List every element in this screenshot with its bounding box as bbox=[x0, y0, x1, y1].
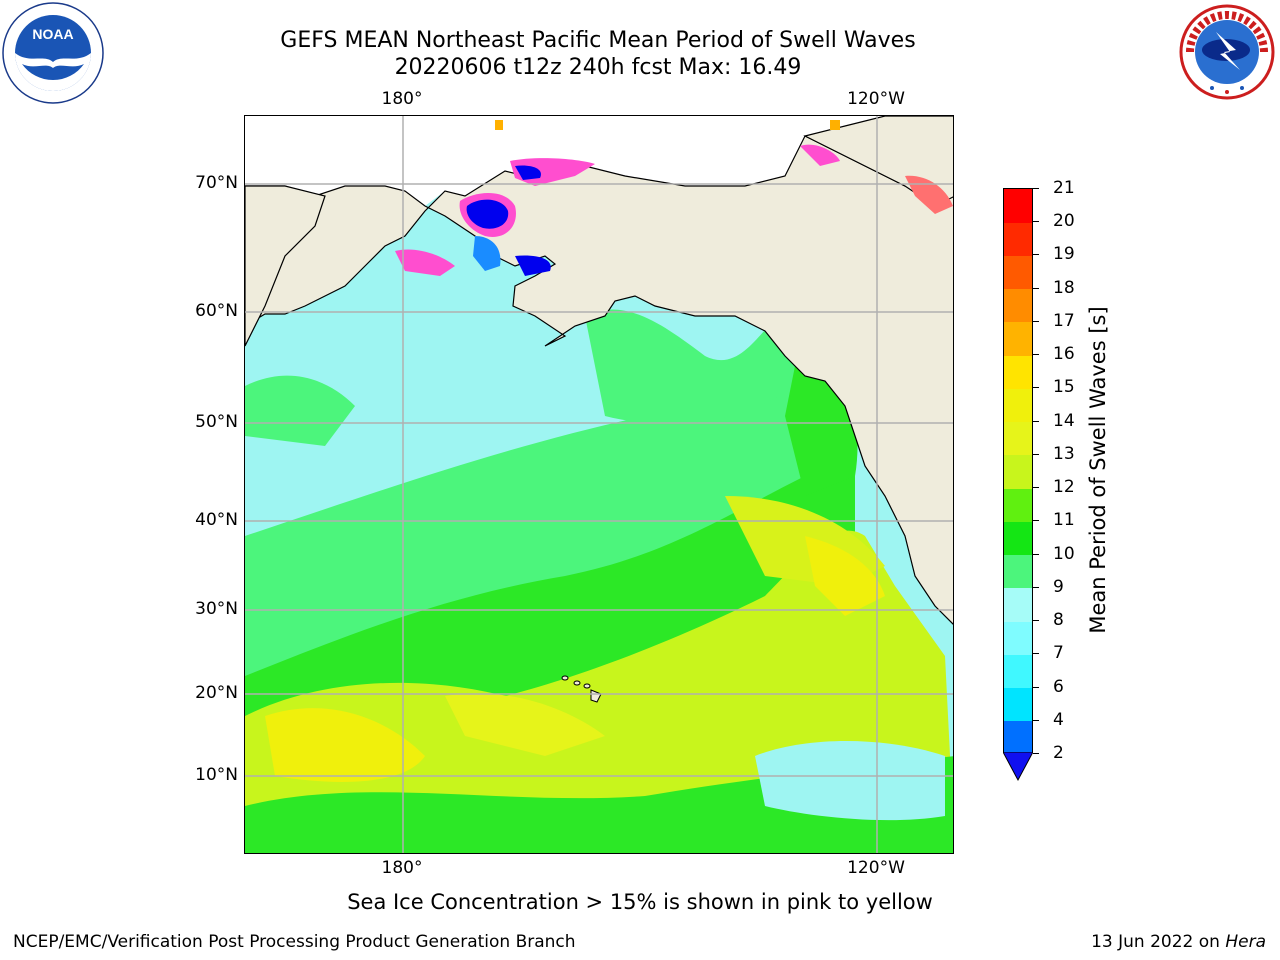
colorbar-block bbox=[1004, 687, 1032, 722]
hawaii-islands bbox=[561, 675, 602, 703]
ocean-field-light-green-north bbox=[585, 309, 805, 424]
colorbar-tick-label: 12 bbox=[1053, 477, 1075, 498]
colorbar-block bbox=[1004, 654, 1032, 689]
shallow-period-bristol bbox=[515, 255, 551, 276]
ocean-field-yellow-california bbox=[805, 536, 885, 616]
shallow-period-bering bbox=[466, 199, 509, 229]
colorbar-block bbox=[1004, 388, 1032, 423]
shallow-period-chukchi bbox=[515, 165, 541, 180]
lon-label-top-180: 180° bbox=[381, 89, 423, 109]
lat-label-50n: 50°N bbox=[195, 412, 238, 432]
lat-label-20n: 20°N bbox=[195, 683, 238, 703]
colorbar-block bbox=[1004, 587, 1032, 622]
colorbar-block bbox=[1004, 554, 1032, 589]
colorbar-tick-label: 20 bbox=[1053, 211, 1075, 232]
land-siberia bbox=[245, 185, 326, 347]
colorbar-block bbox=[1004, 621, 1032, 655]
lon-label-bottom-120w: 120°W bbox=[847, 858, 905, 878]
colorbar-block bbox=[1004, 355, 1032, 389]
colorbar-tick bbox=[1033, 487, 1039, 489]
colorbar-tick bbox=[1033, 586, 1039, 588]
colorbar-tick-label: 17 bbox=[1053, 310, 1075, 331]
credit-line: NCEP/EMC/Verification Post Processing Pr… bbox=[13, 932, 576, 952]
sea-ice-chukchi bbox=[510, 158, 595, 186]
colorbar-block bbox=[1004, 288, 1032, 323]
colorbar-tick bbox=[1033, 188, 1039, 189]
shallow-period-norton bbox=[473, 236, 501, 271]
colorbar-tick-label: 9 bbox=[1053, 576, 1064, 597]
noaa-text: NOAA bbox=[32, 26, 73, 42]
colorbar bbox=[1003, 188, 1033, 755]
chart-title: GEFS MEAN Northeast Pacific Mean Period … bbox=[280, 28, 916, 53]
ocean-field-yellow-central bbox=[445, 693, 605, 756]
colorbar-block bbox=[1004, 321, 1032, 356]
ocean-field-light-green-west bbox=[245, 375, 355, 446]
colorbar-block bbox=[1004, 454, 1032, 489]
colorbar-tick bbox=[1033, 620, 1039, 622]
sea-ice-footnote: Sea Ice Concentration > 15% is shown in … bbox=[347, 890, 933, 914]
sea-ice-speck bbox=[495, 120, 503, 130]
colorbar-tick-label: 6 bbox=[1053, 676, 1064, 697]
sea-ice-arctic-east bbox=[905, 175, 953, 214]
colorbar-tick-label: 18 bbox=[1053, 277, 1075, 298]
chart-subtitle: 20220606 t12z 240h fcst Max: 16.49 bbox=[394, 55, 802, 80]
colorbar-tick bbox=[1033, 387, 1039, 389]
colorbar-tick bbox=[1033, 653, 1039, 655]
host-name: Hera bbox=[1225, 932, 1266, 952]
colorbar-tick-label: 16 bbox=[1053, 344, 1075, 365]
colorbar-block bbox=[1004, 488, 1032, 522]
colorbar-tick bbox=[1033, 719, 1039, 721]
lon-label-top-120w: 120°W bbox=[847, 89, 905, 109]
colorbar-tick bbox=[1033, 254, 1039, 256]
colorbar-block bbox=[1004, 421, 1032, 456]
date-line: 13 Jun 2022 on Hera bbox=[1091, 932, 1266, 952]
colorbar-tick-label: 4 bbox=[1053, 709, 1064, 730]
colorbar-tick-label: 14 bbox=[1053, 410, 1075, 431]
sea-ice-beaufort bbox=[800, 144, 840, 166]
colorbar-tick-label: 7 bbox=[1053, 643, 1064, 664]
lat-label-10n: 10°N bbox=[195, 765, 238, 785]
lat-label-30n: 30°N bbox=[195, 599, 238, 619]
swell-period-map bbox=[245, 116, 953, 853]
colorbar-tick-label: 11 bbox=[1053, 510, 1075, 531]
colorbar-block bbox=[1004, 189, 1032, 223]
colorbar-tick bbox=[1033, 753, 1039, 754]
ocean-field-cyan-southeast bbox=[755, 741, 945, 821]
colorbar-tick bbox=[1033, 287, 1039, 289]
colorbar-block bbox=[1004, 521, 1032, 556]
colorbar-title: Mean Period of Swell Waves [s] bbox=[1086, 306, 1110, 634]
sea-ice-speck-east bbox=[830, 120, 840, 130]
lat-label-60n: 60°N bbox=[195, 301, 238, 321]
lon-label-bottom-180: 180° bbox=[381, 858, 423, 878]
colorbar-tick bbox=[1033, 354, 1039, 356]
colorbar-tick bbox=[1033, 320, 1039, 322]
colorbar-tick-label: 2 bbox=[1053, 743, 1064, 763]
nws-logo bbox=[1179, 4, 1275, 100]
colorbar-tick-label: 10 bbox=[1053, 543, 1075, 564]
colorbar-extend-arrow bbox=[1003, 752, 1033, 782]
colorbar-tick-label: 8 bbox=[1053, 610, 1064, 631]
colorbar-tick bbox=[1033, 221, 1039, 223]
colorbar-tick bbox=[1033, 453, 1039, 455]
ocean-field-yellow-west bbox=[265, 708, 425, 782]
colorbar-tick-label: 21 bbox=[1053, 178, 1075, 198]
gridlines bbox=[245, 116, 953, 853]
colorbar-tick-label: 15 bbox=[1053, 377, 1075, 398]
colorbar-tick bbox=[1033, 686, 1039, 688]
colorbar-block bbox=[1004, 720, 1032, 755]
colorbar-block bbox=[1004, 222, 1032, 256]
date-text: 13 Jun 2022 on bbox=[1091, 932, 1226, 952]
colorbar-tick-label: 19 bbox=[1053, 244, 1075, 265]
colorbar-tick bbox=[1033, 553, 1039, 555]
sea-ice-anadyr bbox=[395, 249, 455, 276]
colorbar-tick bbox=[1033, 420, 1039, 422]
map-panel bbox=[244, 115, 954, 854]
colorbar-block bbox=[1004, 255, 1032, 290]
lat-label-40n: 40°N bbox=[195, 510, 238, 530]
colorbar-tick bbox=[1033, 520, 1039, 522]
lat-label-70n: 70°N bbox=[195, 173, 238, 193]
noaa-logo: NOAA bbox=[2, 2, 104, 104]
colorbar-tick-label: 13 bbox=[1053, 443, 1075, 464]
